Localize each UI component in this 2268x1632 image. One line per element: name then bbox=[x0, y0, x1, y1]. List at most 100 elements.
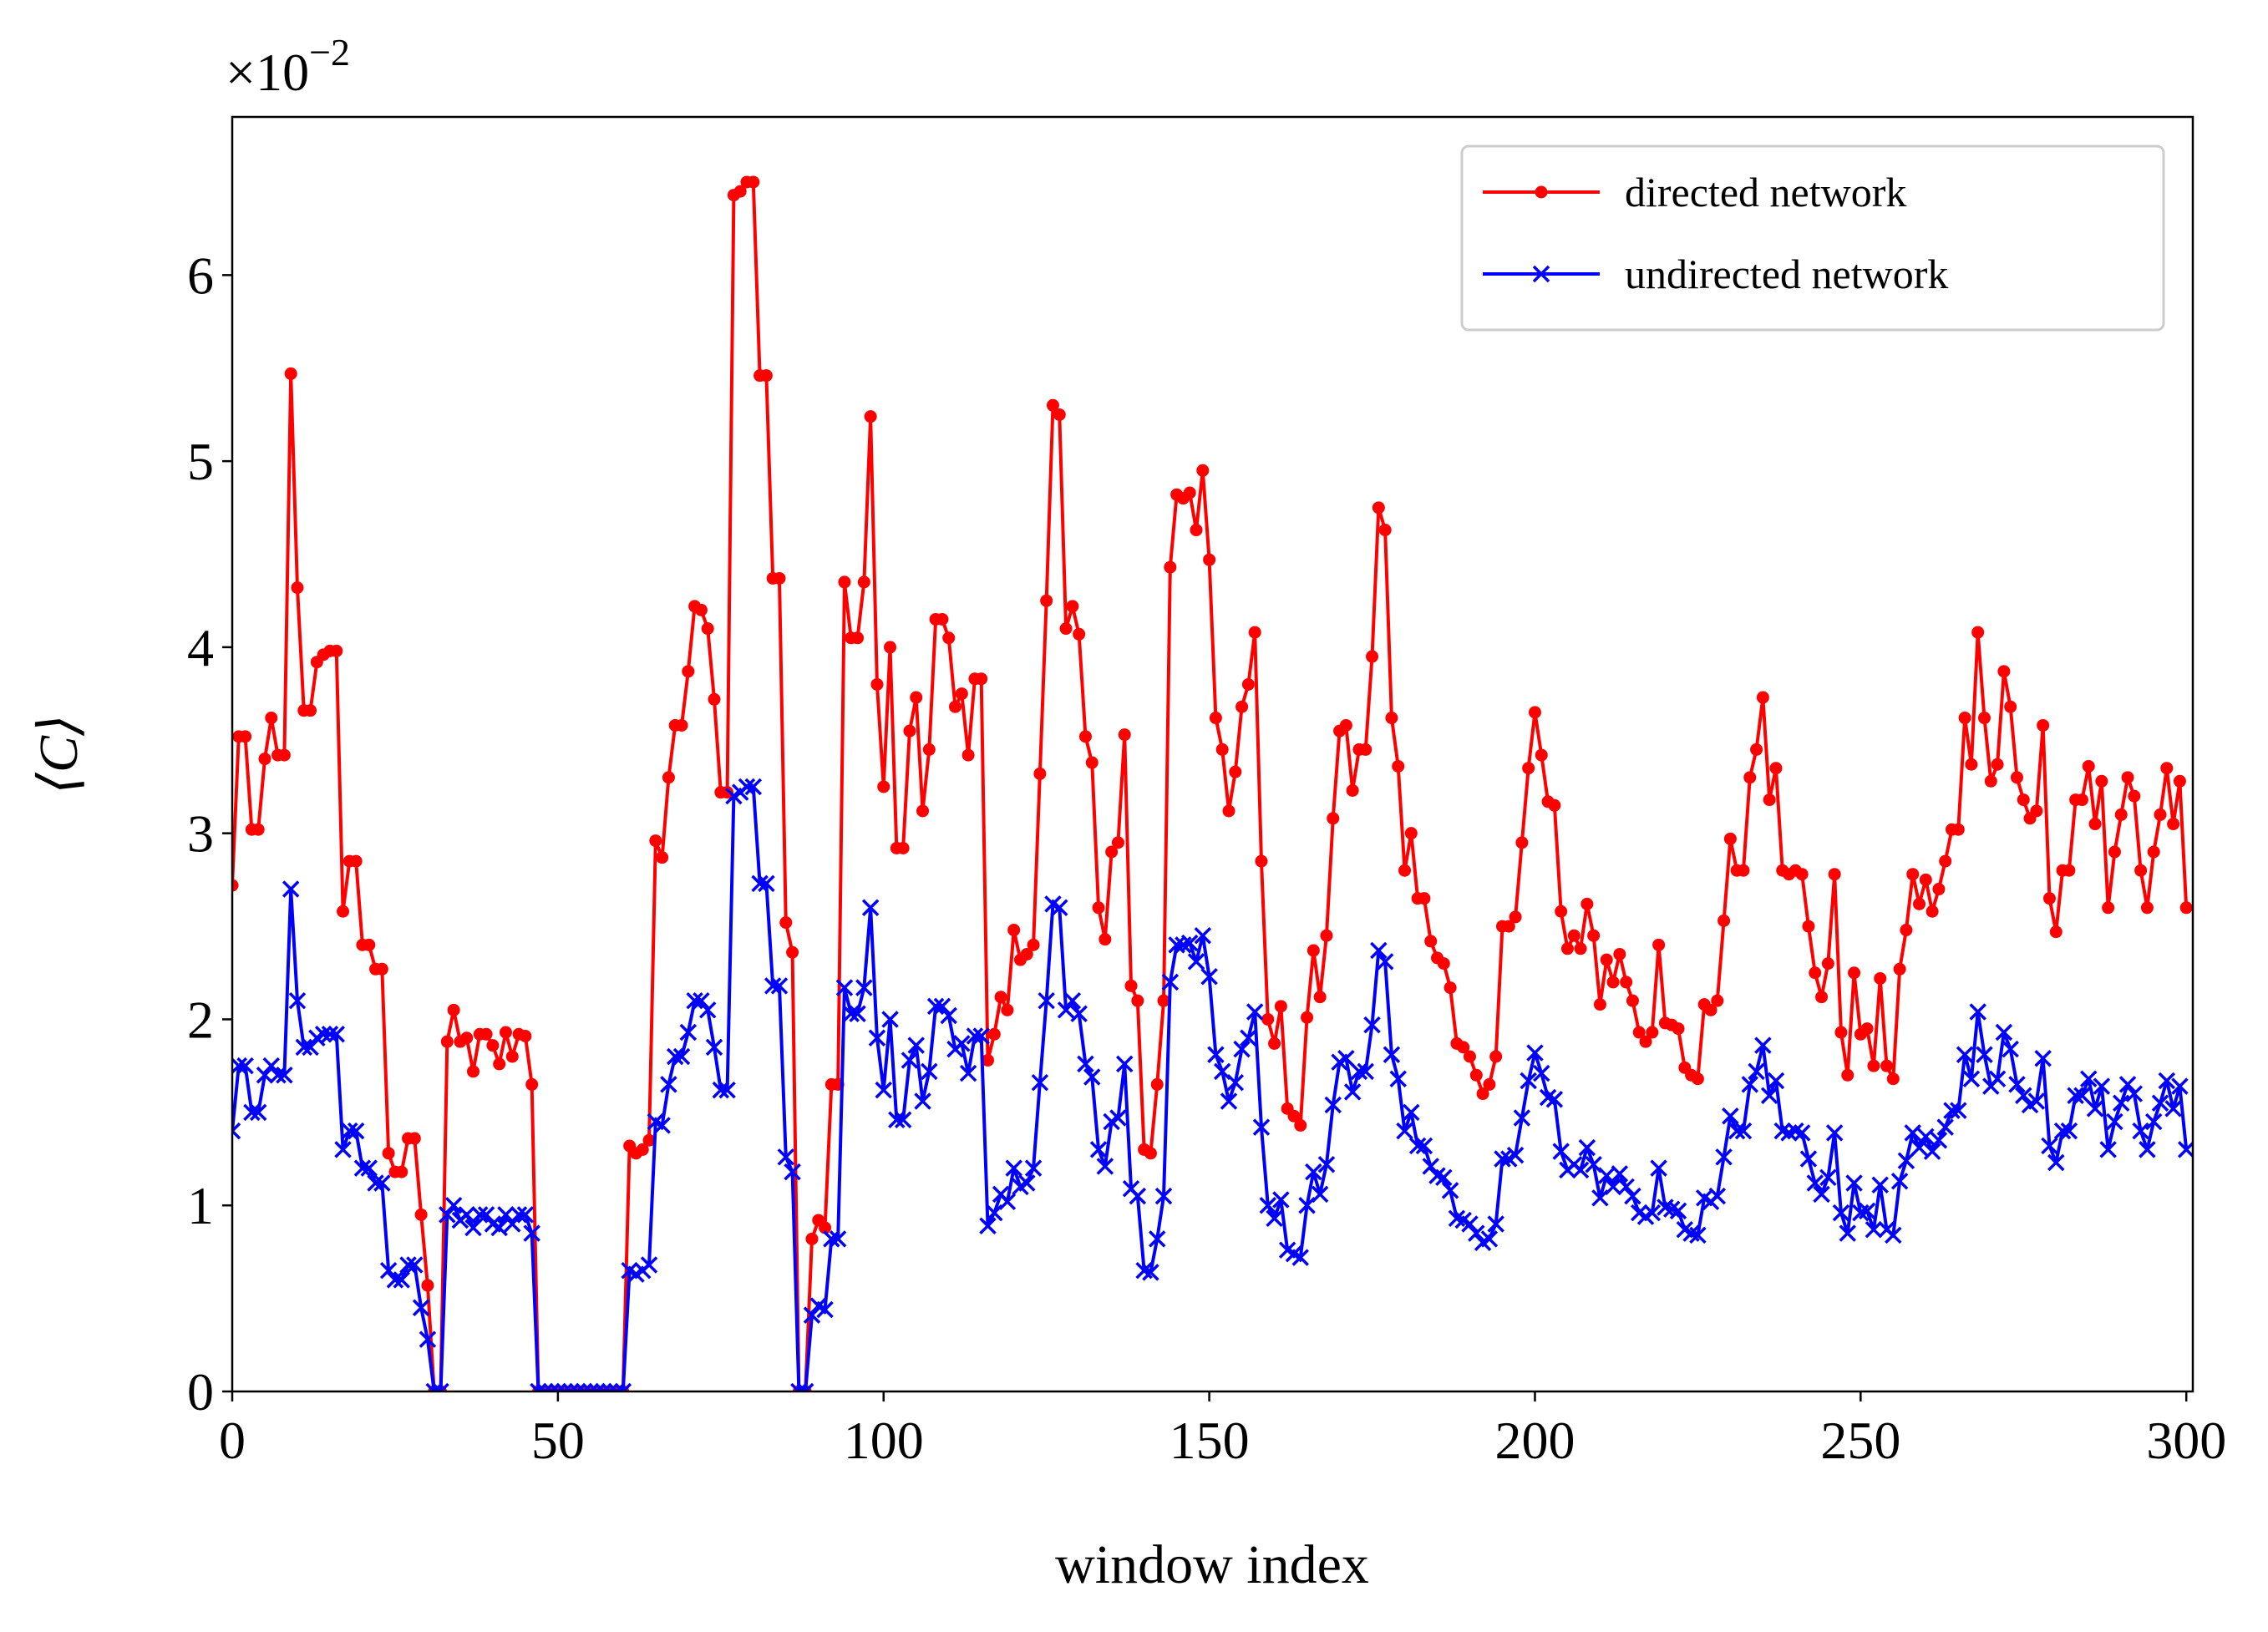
point-marker bbox=[662, 771, 675, 784]
x-marker bbox=[549, 1382, 567, 1391]
point-marker bbox=[2042, 892, 2056, 905]
x-marker bbox=[595, 1382, 612, 1391]
x-marker bbox=[1057, 1001, 1075, 1019]
x-marker bbox=[1461, 1215, 1479, 1233]
x-marker bbox=[393, 1271, 410, 1289]
x-marker bbox=[1383, 1046, 1401, 1064]
point-marker bbox=[1268, 1036, 1281, 1050]
point-marker bbox=[994, 991, 1007, 1004]
legend-frame bbox=[1460, 144, 2165, 332]
x-marker bbox=[1845, 1174, 1863, 1192]
x-marker bbox=[2139, 1141, 2156, 1158]
point-marker bbox=[232, 879, 239, 892]
x-marker bbox=[2177, 1141, 2193, 1158]
point-marker bbox=[786, 945, 799, 959]
x-marker bbox=[1070, 1005, 1088, 1023]
x-marker bbox=[686, 991, 703, 1010]
x-marker bbox=[1396, 1122, 1413, 1140]
point-marker bbox=[1555, 905, 1568, 918]
y-tick-label: 6 bbox=[187, 246, 214, 305]
point-marker bbox=[1287, 1109, 1301, 1123]
point-marker bbox=[1913, 897, 1926, 910]
x-marker bbox=[1051, 899, 1068, 917]
x-marker bbox=[432, 1382, 449, 1391]
x-marker bbox=[1240, 1029, 1257, 1047]
x-marker bbox=[2151, 1094, 2169, 1112]
point-marker bbox=[479, 1027, 493, 1041]
x-marker bbox=[1259, 1196, 1277, 1214]
x-marker bbox=[1617, 1178, 1635, 1196]
x-marker bbox=[894, 1111, 912, 1128]
point-marker bbox=[1951, 823, 1965, 836]
point-marker bbox=[1469, 1068, 1483, 1082]
x-marker bbox=[1748, 1062, 1765, 1081]
point-marker bbox=[1639, 1035, 1652, 1048]
point-marker bbox=[258, 753, 271, 766]
x-marker bbox=[1109, 1109, 1127, 1127]
x-marker bbox=[1976, 1046, 1993, 1064]
point-marker bbox=[1515, 836, 1529, 849]
point-marker bbox=[1398, 864, 1412, 877]
point-marker bbox=[1385, 712, 1398, 725]
x-marker bbox=[1200, 967, 1218, 986]
x-marker bbox=[581, 1382, 600, 1391]
x-marker bbox=[835, 979, 854, 996]
x-marker bbox=[640, 1256, 658, 1274]
x-marker bbox=[777, 1148, 795, 1166]
x-marker bbox=[1161, 973, 1180, 991]
point-marker bbox=[363, 938, 376, 951]
point-marker bbox=[382, 1147, 395, 1160]
x-marker bbox=[588, 1382, 606, 1391]
point-marker bbox=[2102, 901, 2115, 915]
x-marker bbox=[875, 1081, 892, 1099]
x-marker bbox=[718, 1081, 736, 1099]
x-marker bbox=[693, 991, 710, 1010]
point-marker bbox=[1046, 398, 1059, 412]
point-marker bbox=[440, 1035, 454, 1048]
point-marker bbox=[1828, 868, 1841, 881]
point-marker bbox=[896, 842, 910, 855]
x-marker bbox=[2106, 1112, 2123, 1131]
point-marker bbox=[375, 962, 388, 976]
point-marker bbox=[1033, 767, 1047, 780]
x-marker bbox=[712, 1081, 730, 1099]
legend-marker bbox=[1535, 185, 1548, 199]
x-marker bbox=[1154, 1187, 1173, 1205]
point-marker bbox=[1821, 957, 1834, 971]
x-marker bbox=[1923, 1143, 1941, 1160]
x-marker bbox=[1754, 1036, 1772, 1054]
x-marker bbox=[959, 1064, 977, 1082]
point-marker bbox=[1593, 998, 1606, 1011]
point-marker bbox=[1111, 836, 1124, 849]
x-marker bbox=[790, 1382, 808, 1391]
point-marker bbox=[694, 603, 708, 616]
point-marker bbox=[2108, 845, 2121, 859]
x-marker bbox=[751, 874, 769, 893]
x-tick-label: 50 bbox=[531, 1411, 585, 1470]
point-marker bbox=[1183, 486, 1196, 499]
point-marker bbox=[1971, 626, 1985, 639]
x-marker bbox=[1969, 1003, 1986, 1021]
x-marker bbox=[1715, 1148, 1733, 1166]
x-marker bbox=[419, 1330, 437, 1348]
x-marker bbox=[2002, 1040, 2019, 1058]
point-marker bbox=[1241, 677, 1255, 691]
x-marker bbox=[1885, 1226, 1902, 1244]
y-axis-label: ⟨C⟩ bbox=[28, 714, 89, 794]
point-marker bbox=[1886, 1072, 1900, 1086]
point-marker bbox=[1483, 1077, 1496, 1091]
x-marker bbox=[530, 1382, 547, 1391]
point-marker bbox=[1977, 712, 1991, 725]
x-marker bbox=[425, 1382, 443, 1391]
x-marker bbox=[256, 1067, 274, 1084]
point-marker bbox=[2179, 901, 2193, 915]
point-marker bbox=[1255, 854, 1268, 868]
point-marker bbox=[1548, 798, 1561, 812]
x-marker bbox=[334, 1141, 352, 1158]
x-marker bbox=[321, 1026, 339, 1043]
x-marker bbox=[998, 1193, 1017, 1211]
x-marker bbox=[907, 1036, 925, 1054]
x-marker bbox=[803, 1306, 821, 1324]
x-marker bbox=[764, 977, 782, 995]
point-marker bbox=[277, 748, 291, 762]
